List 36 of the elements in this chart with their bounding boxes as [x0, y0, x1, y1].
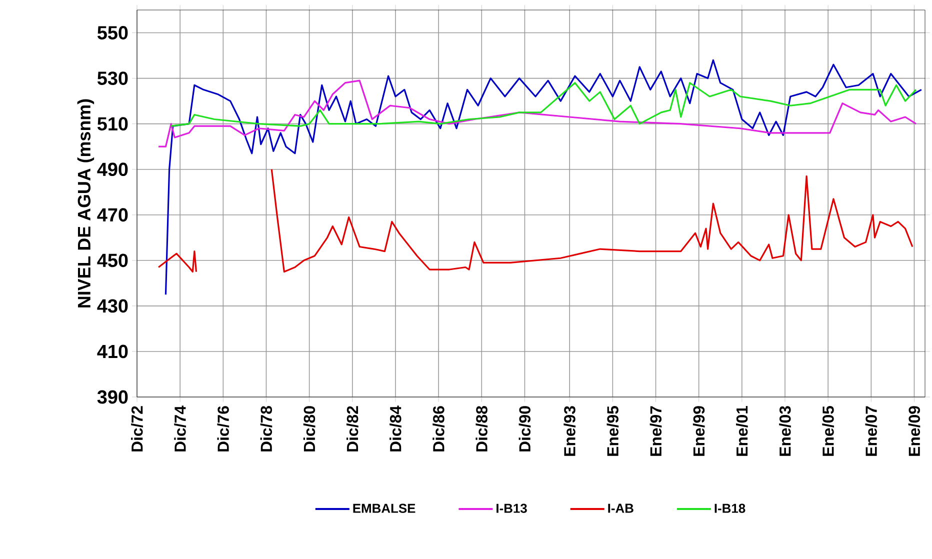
x-tick-label: Ene/99 [692, 406, 705, 456]
x-tick-label: Dic/72 [131, 406, 143, 452]
x-tick-label: Ene/97 [650, 406, 662, 456]
line-series [158, 80, 917, 148]
x-tick-label: Ene/05 [822, 406, 834, 456]
x-tick-label: Ene/07 [865, 406, 878, 456]
x-tick-label: Dic/90 [518, 406, 531, 452]
y-tick-label: 490 [97, 162, 128, 176]
legend-label: EMBALSE [353, 504, 416, 513]
x-tick-label: Dic/76 [217, 406, 230, 452]
x-tick-label: Dic/82 [346, 406, 358, 452]
y-tick-label: 550 [97, 26, 128, 40]
x-tick-label: Dic/86 [432, 406, 444, 452]
y-tick-label: 390 [97, 390, 128, 404]
x-tick-label: Dic/88 [476, 406, 488, 452]
y-tick-label: 530 [97, 72, 128, 86]
y-tick-label: 410 [97, 344, 128, 358]
line-series [164, 59, 922, 296]
x-tick-label: Ene/03 [779, 406, 791, 456]
y-axis-title: NIVEL DE AGUA (msnm) [77, 99, 94, 308]
y-tick-label: 510 [97, 117, 128, 131]
x-tick-label: Ene/95 [606, 406, 619, 456]
y-tick-label: 450 [97, 254, 128, 268]
x-tick-label: Dic/80 [303, 406, 316, 452]
y-tick-label: 470 [97, 208, 128, 222]
y-tick-label: 430 [97, 299, 128, 313]
x-tick-label: Ene/01 [736, 406, 748, 456]
legend-label: I-B18 [714, 504, 746, 513]
x-tick-label: Dic/78 [260, 406, 272, 452]
x-tick-label: Dic/84 [390, 406, 402, 452]
legend-label: I-AB [608, 504, 634, 513]
line-series [170, 82, 917, 127]
legend-label: I-B13 [496, 504, 527, 513]
x-tick-label: Ene/09 [908, 406, 920, 456]
x-tick-label: Ene/93 [564, 406, 576, 456]
x-tick-label: Dic/74 [174, 406, 186, 452]
